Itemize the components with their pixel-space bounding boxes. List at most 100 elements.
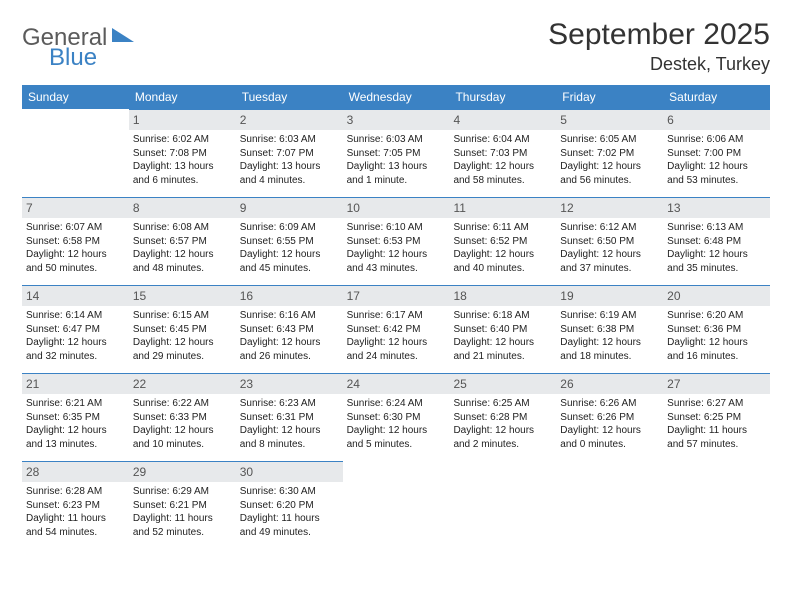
sunrise-text: Sunrise: 6:11 AM [453, 221, 552, 235]
week-row: 14Sunrise: 6:14 AMSunset: 6:47 PMDayligh… [22, 285, 770, 373]
day2-text: and 35 minutes. [667, 262, 766, 276]
day1-text: Daylight: 12 hours [560, 424, 659, 438]
day-cell [22, 109, 129, 197]
day-cell: 5Sunrise: 6:05 AMSunset: 7:02 PMDaylight… [556, 109, 663, 197]
sunset-text: Sunset: 6:42 PM [347, 323, 446, 337]
sunset-text: Sunset: 7:00 PM [667, 147, 766, 161]
dow-thursday: Thursday [449, 85, 556, 109]
sunrise-text: Sunrise: 6:04 AM [453, 133, 552, 147]
dow-friday: Friday [556, 85, 663, 109]
day2-text: and 6 minutes. [133, 174, 232, 188]
day1-text: Daylight: 12 hours [453, 160, 552, 174]
sunrise-text: Sunrise: 6:17 AM [347, 309, 446, 323]
day2-text: and 48 minutes. [133, 262, 232, 276]
brand-word-2: Blue [49, 44, 97, 72]
day-cell: 26Sunrise: 6:26 AMSunset: 6:26 PMDayligh… [556, 373, 663, 461]
sunrise-text: Sunrise: 6:18 AM [453, 309, 552, 323]
sunset-text: Sunset: 6:20 PM [240, 499, 339, 513]
day-number: 28 [22, 461, 129, 482]
sunrise-text: Sunrise: 6:08 AM [133, 221, 232, 235]
day-number: 5 [556, 109, 663, 130]
day-number: 30 [236, 461, 343, 482]
day-number: 16 [236, 285, 343, 306]
day-number: 19 [556, 285, 663, 306]
day-number: 4 [449, 109, 556, 130]
sunset-text: Sunset: 6:28 PM [453, 411, 552, 425]
location-label: Destek, Turkey [548, 54, 770, 75]
week-row: 21Sunrise: 6:21 AMSunset: 6:35 PMDayligh… [22, 373, 770, 461]
sunset-text: Sunset: 6:50 PM [560, 235, 659, 249]
day2-text: and 21 minutes. [453, 350, 552, 364]
sunrise-text: Sunrise: 6:14 AM [26, 309, 125, 323]
sunset-text: Sunset: 6:33 PM [133, 411, 232, 425]
weeks-container: 1Sunrise: 6:02 AMSunset: 7:08 PMDaylight… [22, 109, 770, 549]
day-number: 3 [343, 109, 450, 130]
day2-text: and 16 minutes. [667, 350, 766, 364]
day1-text: Daylight: 12 hours [133, 424, 232, 438]
day-number: 29 [129, 461, 236, 482]
day-of-week-header: Sunday Monday Tuesday Wednesday Thursday… [22, 85, 770, 109]
day1-text: Daylight: 12 hours [667, 160, 766, 174]
day1-text: Daylight: 12 hours [26, 248, 125, 262]
day1-text: Daylight: 11 hours [26, 512, 125, 526]
day2-text: and 5 minutes. [347, 438, 446, 452]
day1-text: Daylight: 12 hours [26, 424, 125, 438]
day1-text: Daylight: 12 hours [240, 248, 339, 262]
day2-text: and 10 minutes. [133, 438, 232, 452]
day-cell: 18Sunrise: 6:18 AMSunset: 6:40 PMDayligh… [449, 285, 556, 373]
day-number: 9 [236, 197, 343, 218]
sunset-text: Sunset: 7:07 PM [240, 147, 339, 161]
day-number: 12 [556, 197, 663, 218]
day-cell: 17Sunrise: 6:17 AMSunset: 6:42 PMDayligh… [343, 285, 450, 373]
day-number: 10 [343, 197, 450, 218]
day-number: 25 [449, 373, 556, 394]
day1-text: Daylight: 12 hours [240, 336, 339, 350]
day-cell: 23Sunrise: 6:23 AMSunset: 6:31 PMDayligh… [236, 373, 343, 461]
day1-text: Daylight: 11 hours [133, 512, 232, 526]
sunrise-text: Sunrise: 6:26 AM [560, 397, 659, 411]
header: General September 2025 Destek, Turkey [22, 18, 770, 75]
day1-text: Daylight: 11 hours [667, 424, 766, 438]
day2-text: and 32 minutes. [26, 350, 125, 364]
day1-text: Daylight: 12 hours [667, 336, 766, 350]
day-number: 24 [343, 373, 450, 394]
day2-text: and 13 minutes. [26, 438, 125, 452]
calendar-page: General September 2025 Destek, Turkey Su… [0, 0, 792, 559]
day-number: 18 [449, 285, 556, 306]
day-cell: 22Sunrise: 6:22 AMSunset: 6:33 PMDayligh… [129, 373, 236, 461]
sunset-text: Sunset: 6:25 PM [667, 411, 766, 425]
sunrise-text: Sunrise: 6:02 AM [133, 133, 232, 147]
day-cell: 10Sunrise: 6:10 AMSunset: 6:53 PMDayligh… [343, 197, 450, 285]
day2-text: and 18 minutes. [560, 350, 659, 364]
day-number: 11 [449, 197, 556, 218]
day2-text: and 58 minutes. [453, 174, 552, 188]
day-number: 17 [343, 285, 450, 306]
day-cell: 6Sunrise: 6:06 AMSunset: 7:00 PMDaylight… [663, 109, 770, 197]
sunrise-text: Sunrise: 6:21 AM [26, 397, 125, 411]
sunrise-text: Sunrise: 6:05 AM [560, 133, 659, 147]
day-cell: 28Sunrise: 6:28 AMSunset: 6:23 PMDayligh… [22, 461, 129, 549]
sunset-text: Sunset: 6:40 PM [453, 323, 552, 337]
sunset-text: Sunset: 6:53 PM [347, 235, 446, 249]
sunrise-text: Sunrise: 6:06 AM [667, 133, 766, 147]
day-number: 14 [22, 285, 129, 306]
sunrise-text: Sunrise: 6:22 AM [133, 397, 232, 411]
day1-text: Daylight: 12 hours [667, 248, 766, 262]
sunset-text: Sunset: 6:26 PM [560, 411, 659, 425]
day-cell: 8Sunrise: 6:08 AMSunset: 6:57 PMDaylight… [129, 197, 236, 285]
day-cell: 24Sunrise: 6:24 AMSunset: 6:30 PMDayligh… [343, 373, 450, 461]
day-cell: 4Sunrise: 6:04 AMSunset: 7:03 PMDaylight… [449, 109, 556, 197]
day1-text: Daylight: 12 hours [26, 336, 125, 350]
title-block: September 2025 Destek, Turkey [548, 18, 770, 75]
day-cell: 19Sunrise: 6:19 AMSunset: 6:38 PMDayligh… [556, 285, 663, 373]
sunset-text: Sunset: 6:36 PM [667, 323, 766, 337]
dow-sunday: Sunday [22, 85, 129, 109]
day2-text: and 50 minutes. [26, 262, 125, 276]
day-cell: 3Sunrise: 6:03 AMSunset: 7:05 PMDaylight… [343, 109, 450, 197]
sunset-text: Sunset: 7:08 PM [133, 147, 232, 161]
day2-text: and 37 minutes. [560, 262, 659, 276]
sunrise-text: Sunrise: 6:28 AM [26, 485, 125, 499]
day2-text: and 29 minutes. [133, 350, 232, 364]
day2-text: and 57 minutes. [667, 438, 766, 452]
dow-tuesday: Tuesday [236, 85, 343, 109]
